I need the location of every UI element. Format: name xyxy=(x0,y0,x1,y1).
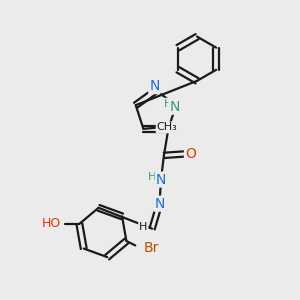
Text: N: N xyxy=(156,172,166,187)
Text: H: H xyxy=(139,222,148,232)
Text: N: N xyxy=(169,100,180,114)
Text: H: H xyxy=(164,99,172,109)
Text: N: N xyxy=(154,197,165,211)
Text: N: N xyxy=(149,79,160,93)
Text: H: H xyxy=(148,172,156,182)
Text: Br: Br xyxy=(144,242,159,255)
Text: CH₃: CH₃ xyxy=(157,122,177,132)
Text: O: O xyxy=(185,147,196,161)
Text: HO: HO xyxy=(42,218,61,230)
